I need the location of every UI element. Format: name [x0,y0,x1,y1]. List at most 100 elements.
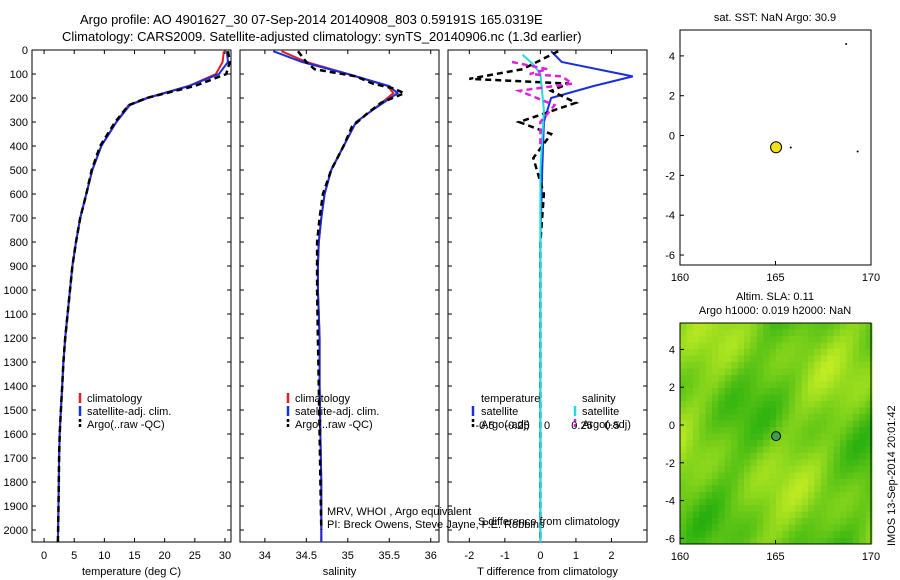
sla-heatmap-cell [692,433,700,441]
sla-heatmap-cell [737,524,745,532]
sla-heatmap-cell [788,453,796,460]
sla-heatmap-cell [769,362,777,369]
sla-heatmap-cell [865,505,873,512]
sla-heatmap-cell [865,453,873,460]
sla-heatmap-cell [686,427,694,434]
sla-heatmap-cell [776,401,783,408]
sla-heatmap-cell [820,537,828,545]
sla-heatmap-cell [731,485,738,493]
sla-heatmap-cell [744,401,751,408]
sla-heatmap-cell [795,453,802,460]
sla-heatmap-cell [846,407,854,415]
sla-heatmap-cell [801,427,809,434]
sla-heatmap-cell [769,472,777,480]
sla-heatmap-cell [846,414,854,421]
sla-heatmap-cell [782,472,790,480]
sla-heatmap-cell [724,466,732,473]
depth-tick-label-2: 200 [10,93,28,105]
sla-heatmap-cell [808,349,815,356]
sla-heatmap-cell [756,355,764,363]
sla-heatmap-cell [763,342,770,350]
profile-panel-0-xtick-label-6: 30 [219,550,231,562]
sla-heatmap-cell [712,459,719,467]
sla-heatmap-cell [827,466,834,473]
sla-heatmap-cell [705,466,713,473]
profile-panel-1-xtick-label-2: 35 [342,550,354,562]
sla-heatmap-cell [827,511,834,519]
sla-heatmap-cell [731,466,738,473]
sla-heatmap-cell [724,381,732,389]
sla-heatmap-cell [852,531,860,538]
sla-heatmap-cell [705,381,713,389]
sla-heatmap-cell [724,329,732,337]
sla-heatmap-cell [686,388,694,395]
sla-heatmap-cell [750,349,758,356]
sla-heatmap-cell [795,355,802,363]
sla-heatmap-cell [718,498,726,506]
sla-heatmap-cell [686,479,694,486]
sla-heatmap-cell [731,375,738,382]
sla-heatmap-cell [699,394,706,402]
sla-heatmap-cell [801,492,809,499]
sla-heatmap-cell [692,414,700,421]
sla-heatmap-cell [833,511,841,519]
sla-heatmap-cell [686,336,694,343]
sla-heatmap-cell [846,453,854,460]
sla-heatmap-cell [814,537,822,545]
sla-heatmap-cell [686,414,694,421]
sla-heatmap-cell [712,485,719,493]
sla-heatmap-cell [763,498,770,506]
sla-heatmap-cell [718,472,726,480]
sla-heatmap-cell [718,375,726,382]
profile-panel-0-series-1 [56,51,230,543]
sla-heatmap-cell [756,381,764,389]
sla-heatmap-cell [846,440,854,447]
sla-heatmap-cell [718,537,726,545]
sla-heatmap-cell [788,394,796,402]
sla-heatmap-cell [859,498,866,506]
sla-heatmap-cell [744,479,751,486]
profile-panel-0-frame [31,49,232,543]
sla-heatmap-cell [846,420,854,428]
sla-heatmap-cell [699,446,706,454]
sla-heatmap-cell [840,349,847,356]
credit-line1: MRV, WHOI , Argo equivalent [327,506,472,518]
sla-heatmap-cell [859,485,866,493]
sla-map-title-line1: Altim. SLA: 0.11 [735,291,815,303]
sla-heatmap-cell [686,537,694,545]
sla-heatmap-cell [724,336,732,343]
sla-heatmap-cell [846,355,854,363]
sla-heatmap-cell [756,518,764,525]
sla-heatmap-cell [718,485,726,493]
sla-heatmap-cell [756,446,764,454]
sla-heatmap-cell [814,427,822,434]
sla-heatmap-cell [814,498,822,506]
sla-heatmap-cell [776,342,783,350]
sla-heatmap-cell [820,414,828,421]
sla-heatmap-cell [718,518,726,525]
sla-map-xtick-label-2: 170 [862,551,880,563]
profile-panel-2-xtick-label-1: -1 [500,550,510,562]
sla-heatmap-cell [763,368,770,376]
depth-tick-label-0: 0 [22,45,28,57]
sla-heatmap-cell [795,394,802,402]
sla-heatmap-cell [827,362,834,369]
sla-heatmap-cell [852,498,860,506]
sla-heatmap-cell [808,524,815,532]
sla-heatmap-cell [808,420,815,428]
profile-panel-0-xlabel: temperature (deg C) [82,566,181,578]
sst-map-speck-1 [789,146,792,149]
sla-heatmap-cell [750,446,758,454]
sla-heatmap-cell [744,349,751,356]
sla-heatmap-cell [744,407,751,415]
sla-heatmap-cell [724,362,732,369]
sla-heatmap-cell [699,427,706,434]
sla-heatmap-cell [795,485,802,493]
sla-heatmap-cell [705,505,713,512]
sla-heatmap-cell [705,440,713,447]
sla-heatmap-cell [833,453,841,460]
sla-heatmap-cell [814,472,822,480]
sdiff-tick-label-1: -0.25 [504,420,529,432]
sla-heatmap-cell [814,388,822,395]
